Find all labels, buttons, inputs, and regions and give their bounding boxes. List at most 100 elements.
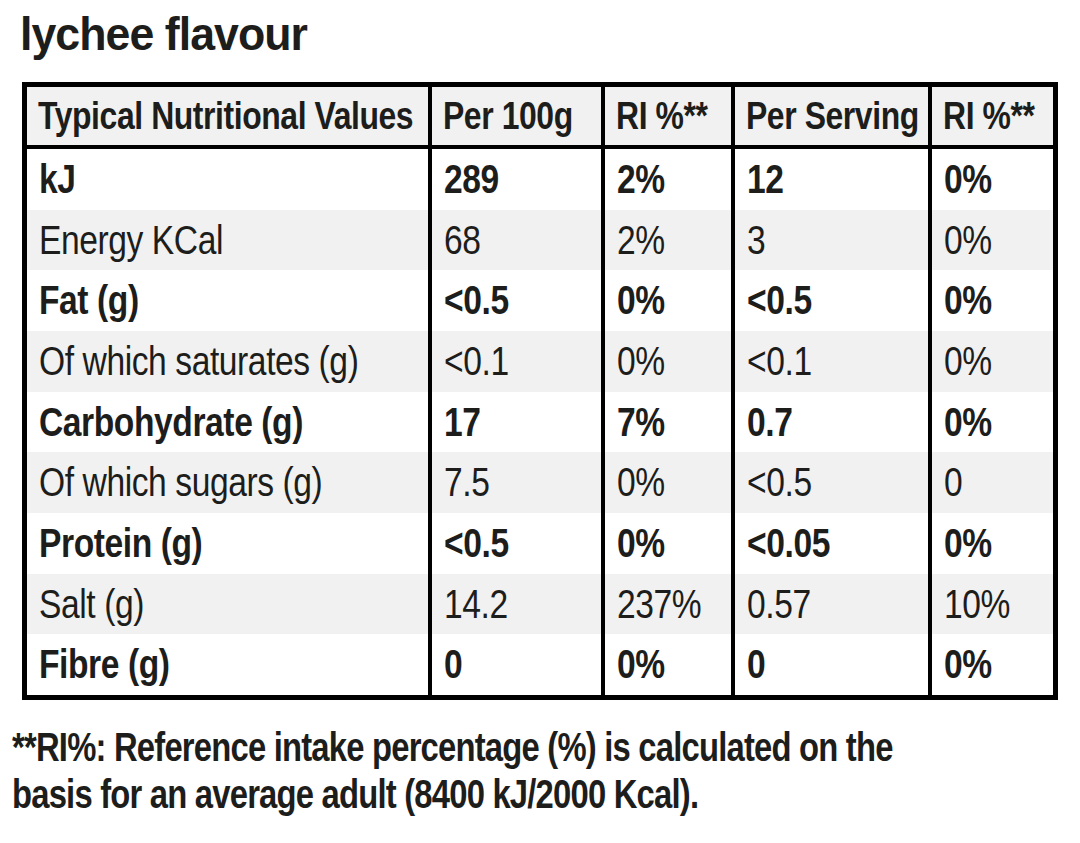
per-serving-value: 0 bbox=[747, 642, 765, 687]
ri-serving-value: 0% bbox=[944, 218, 992, 263]
ri-serving-value-cell: 0% bbox=[928, 513, 1053, 574]
nutrient-label-cell: Of which saturates (g) bbox=[27, 331, 428, 392]
per-100g-value-cell: 17 bbox=[428, 392, 601, 453]
nutrient-label-cell: kJ bbox=[27, 149, 428, 210]
per-serving-value-cell: 0 bbox=[731, 634, 928, 695]
ri-100g-value-cell: 0% bbox=[601, 634, 731, 695]
per-100g-value: 68 bbox=[444, 218, 481, 263]
per-100g-value-cell: 68 bbox=[428, 210, 601, 271]
ri-100g-value: 0% bbox=[617, 521, 665, 566]
nutrient-label-cell: Energy KCal bbox=[27, 210, 428, 271]
header-label: Per Serving bbox=[746, 95, 919, 138]
header-ri-serving: RI %** bbox=[928, 87, 1053, 145]
table-row: Of which sugars (g) 7.5 0% <0.5 0 bbox=[27, 452, 1053, 513]
per-100g-value-cell: <0.5 bbox=[428, 513, 601, 574]
ri-100g-value-cell: 2% bbox=[601, 149, 731, 210]
ri-serving-value: 10% bbox=[944, 582, 1010, 627]
reference-intake-footnote: **RI%: Reference intake percentage (%) i… bbox=[12, 724, 1080, 818]
ri-serving-value-cell: 10% bbox=[928, 574, 1053, 635]
per-serving-value: <0.1 bbox=[747, 339, 812, 384]
per-100g-value: <0.5 bbox=[444, 278, 509, 323]
nutrient-label: Salt (g) bbox=[39, 582, 144, 627]
ri-serving-value: 0 bbox=[944, 460, 962, 505]
per-serving-value: <0.5 bbox=[747, 278, 812, 323]
footnote-line-2: basis for an average adult (8400 kJ/2000… bbox=[12, 771, 698, 818]
per-serving-value: <0.5 bbox=[747, 460, 812, 505]
ri-100g-value-cell: 0% bbox=[601, 331, 731, 392]
per-serving-value-cell: 0.57 bbox=[731, 574, 928, 635]
header-ri-100g: RI %** bbox=[601, 87, 731, 145]
nutrient-label: Protein (g) bbox=[39, 521, 202, 566]
ri-serving-value-cell: 0% bbox=[928, 149, 1053, 210]
nutrition-table: Typical Nutritional Values Per 100g RI %… bbox=[22, 82, 1058, 700]
per-100g-value-cell: 289 bbox=[428, 149, 601, 210]
ri-100g-value: 2% bbox=[617, 218, 665, 263]
ri-100g-value-cell: 7% bbox=[601, 392, 731, 453]
table-row: Protein (g) <0.5 0% <0.05 0% bbox=[27, 513, 1053, 574]
table-row: Of which saturates (g) <0.1 0% <0.1 0% bbox=[27, 331, 1053, 392]
ri-100g-value: 7% bbox=[617, 400, 665, 445]
nutrient-label: Of which saturates (g) bbox=[39, 339, 358, 384]
ri-serving-value-cell: 0% bbox=[928, 634, 1053, 695]
nutrient-label: Fibre (g) bbox=[39, 642, 170, 687]
per-serving-value: 3 bbox=[747, 218, 765, 263]
nutrient-label: kJ bbox=[39, 157, 76, 202]
ri-100g-value: 237% bbox=[617, 582, 701, 627]
per-serving-value: 0.57 bbox=[747, 582, 811, 627]
per-100g-value: 17 bbox=[444, 400, 481, 445]
nutrient-label: Fat (g) bbox=[39, 278, 139, 323]
per-serving-value: 0.7 bbox=[747, 400, 792, 445]
header-label: Typical Nutritional Values bbox=[38, 95, 413, 138]
ri-100g-value: 0% bbox=[617, 460, 665, 505]
per-serving-value-cell: <0.05 bbox=[731, 513, 928, 574]
per-100g-value: <0.5 bbox=[444, 521, 509, 566]
nutrient-label-cell: Fat (g) bbox=[27, 270, 428, 331]
ri-100g-value: 0% bbox=[617, 278, 665, 323]
per-100g-value: 289 bbox=[444, 157, 499, 202]
ri-100g-value: 0% bbox=[617, 642, 665, 687]
table-row: kJ 289 2% 12 0% bbox=[27, 149, 1053, 210]
ri-100g-value-cell: 2% bbox=[601, 210, 731, 271]
nutrient-label: Energy KCal bbox=[39, 218, 223, 263]
ri-serving-value-cell: 0% bbox=[928, 270, 1053, 331]
nutrient-label-cell: Carbohydrate (g) bbox=[27, 392, 428, 453]
ri-serving-value-cell: 0 bbox=[928, 452, 1053, 513]
ri-serving-value-cell: 0% bbox=[928, 392, 1053, 453]
per-100g-value-cell: 14.2 bbox=[428, 574, 601, 635]
ri-100g-value-cell: 0% bbox=[601, 270, 731, 331]
ri-serving-value: 0% bbox=[944, 521, 992, 566]
per-serving-value: <0.05 bbox=[747, 521, 830, 566]
table-row: Fibre (g) 0 0% 0 0% bbox=[27, 634, 1053, 695]
table-row: Carbohydrate (g) 17 7% 0.7 0% bbox=[27, 392, 1053, 453]
ri-serving-value: 0% bbox=[944, 400, 992, 445]
ri-100g-value-cell: 237% bbox=[601, 574, 731, 635]
ri-serving-value: 0% bbox=[944, 642, 992, 687]
per-100g-value-cell: <0.1 bbox=[428, 331, 601, 392]
nutrient-label: Of which sugars (g) bbox=[39, 460, 322, 505]
nutrient-label: Carbohydrate (g) bbox=[39, 400, 303, 445]
header-per-serving: Per Serving bbox=[731, 87, 928, 145]
header-label: RI %** bbox=[616, 95, 707, 138]
nutrient-label-cell: Fibre (g) bbox=[27, 634, 428, 695]
per-serving-value-cell: <0.5 bbox=[731, 452, 928, 513]
per-100g-value-cell: 7.5 bbox=[428, 452, 601, 513]
ri-100g-value: 0% bbox=[617, 339, 665, 384]
per-serving-value-cell: <0.5 bbox=[731, 270, 928, 331]
per-100g-value: 7.5 bbox=[444, 460, 489, 505]
per-serving-value-cell: 0.7 bbox=[731, 392, 928, 453]
per-100g-value: <0.1 bbox=[444, 339, 509, 384]
ri-serving-value: 0% bbox=[944, 339, 992, 384]
per-100g-value: 0 bbox=[444, 642, 462, 687]
ri-100g-value-cell: 0% bbox=[601, 452, 731, 513]
table-row: Salt (g) 14.2 237% 0.57 10% bbox=[27, 574, 1053, 635]
table-header-row: Typical Nutritional Values Per 100g RI %… bbox=[27, 87, 1053, 149]
per-serving-value-cell: 12 bbox=[731, 149, 928, 210]
nutrient-label-cell: Salt (g) bbox=[27, 574, 428, 635]
header-label: RI %** bbox=[943, 95, 1034, 138]
ri-serving-value: 0% bbox=[944, 157, 992, 202]
per-serving-value: 12 bbox=[747, 157, 784, 202]
header-label: Per 100g bbox=[443, 95, 573, 138]
ri-100g-value: 2% bbox=[617, 157, 665, 202]
ri-serving-value-cell: 0% bbox=[928, 331, 1053, 392]
footnote-line-1: **RI%: Reference intake percentage (%) i… bbox=[12, 724, 893, 771]
